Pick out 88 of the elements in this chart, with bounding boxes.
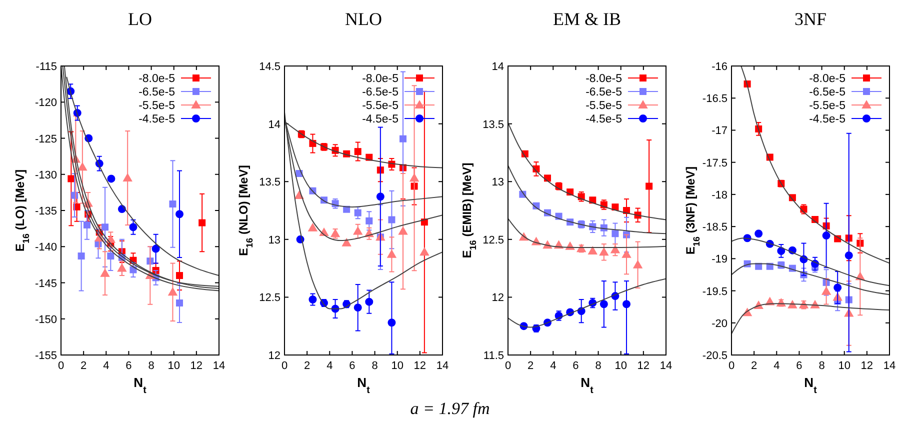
y-tick-label: -19.5 [702, 286, 728, 298]
x-tick-label: 12 [860, 360, 874, 372]
legend-label: -8.0e-5 [362, 73, 398, 85]
x-tick-label: 2 [304, 360, 310, 372]
legend-label: -5.5e-5 [362, 100, 398, 112]
x-tick-label: 4 [774, 360, 780, 372]
legend-label: -6.5e-5 [362, 86, 398, 98]
x-tick-label: 8 [148, 360, 154, 372]
y-tick-label: 13 [268, 234, 280, 246]
y-tick-label: -130 [34, 169, 57, 182]
x-tick-label: 8 [372, 360, 378, 372]
y-tick-label: 14.5 [259, 61, 280, 73]
y-tick-label: -16.5 [702, 93, 728, 106]
legend-label: -5.5e-5 [138, 100, 175, 112]
y-tick-label: 13.5 [259, 176, 280, 189]
y-tick-label: -135 [34, 206, 57, 218]
x-tick-label: 6 [126, 360, 132, 372]
y-tick-label: -115 [36, 61, 57, 73]
x-tick-label: 0 [728, 360, 735, 372]
y-tick-label: 14 [268, 118, 280, 131]
legend-label: -5.5e-5 [586, 100, 622, 112]
chart-title: NLO [345, 9, 382, 29]
y-tick-label: -140 [34, 242, 57, 254]
y-tick-label: -120 [34, 97, 57, 110]
y-tick-label: -18.5 [702, 222, 728, 234]
x-tick-label: 2 [528, 360, 534, 372]
x-tick-label: 8 [818, 360, 825, 372]
x-tick-label: 8 [595, 360, 602, 372]
legend-label: -6.5e-5 [586, 86, 622, 98]
x-tick-label: 0 [504, 360, 512, 372]
x-axis-title: N$_{t}$ [580, 375, 594, 396]
x-tick-label: 14 [436, 360, 449, 372]
x-tick-label: 14 [212, 360, 226, 372]
y-tick-label: 13 [492, 176, 504, 189]
legend-label: -4.5e-5 [138, 114, 175, 126]
x-tick-label: 14 [660, 360, 672, 372]
legend-label: -4.5e-5 [586, 114, 622, 126]
y-tick-label: -125 [34, 133, 57, 146]
x-axis-title: N$_{t}$ [804, 375, 818, 396]
legend-label: -8.0e-5 [586, 73, 622, 85]
legend-label: -6.5e-5 [809, 86, 846, 98]
legend-label: -5.5e-5 [809, 100, 846, 112]
y-tick-label: -155 [34, 350, 57, 362]
x-tick-label: 2 [80, 360, 87, 372]
legend-label: -8.0e-5 [138, 73, 175, 85]
legend-label: -6.5e-5 [138, 86, 175, 98]
x-tick-label: 10 [614, 360, 627, 372]
legend-label: -4.5e-5 [809, 114, 846, 126]
x-tick-label: 14 [883, 360, 896, 372]
y-tick-label: 12.5 [259, 292, 280, 304]
x-tick-label: 12 [414, 360, 426, 372]
y-tick-label: 12 [492, 292, 504, 304]
x-tick-label: 10 [838, 360, 850, 372]
x-tick-label: 4 [326, 360, 333, 372]
x-tick-label: 0 [58, 360, 64, 372]
y-tick-label: -19 [712, 254, 728, 266]
y-tick-label: -20 [712, 318, 728, 330]
y-tick-label: -17.5 [702, 157, 728, 170]
chart-title: EM & IB [552, 9, 622, 29]
x-tick-label: 4 [550, 360, 556, 372]
y-tick-label: 14 [492, 61, 504, 73]
y-tick-label: 12 [268, 350, 280, 362]
y-tick-label: 13.5 [482, 118, 504, 131]
x-tick-label: 6 [349, 360, 356, 372]
x-tick-label: 10 [391, 360, 404, 372]
x-tick-label: 4 [103, 360, 110, 372]
x-axis-title: N$_{t}$ [134, 375, 148, 396]
y-tick-label: -150 [34, 314, 57, 326]
legend-label: -4.5e-5 [362, 114, 398, 126]
x-tick-label: 2 [751, 360, 758, 372]
x-tick-label: 12 [637, 360, 650, 372]
legend-label: -8.0e-5 [809, 73, 846, 85]
y-tick-label: -145 [34, 278, 57, 290]
y-tick-label: -18 [712, 189, 728, 202]
text: a = 1.97 fm [410, 399, 490, 418]
y-tick-label: -20.5 [702, 350, 728, 362]
x-tick-label: 12 [190, 360, 203, 372]
chart-title: 3NF [794, 9, 827, 29]
y-tick-label: 12.5 [482, 234, 504, 246]
x-tick-label: 6 [796, 360, 802, 372]
y-tick-label: -17 [712, 125, 728, 138]
x-tick-label: 0 [281, 360, 288, 372]
y-tick-label: 11.5 [483, 350, 504, 362]
x-tick-label: 6 [572, 360, 579, 372]
x-tick-label: 10 [168, 360, 180, 372]
x-axis-title: N$_{t}$ [357, 375, 371, 396]
chart-title: LO [128, 9, 152, 29]
y-tick-label: -16 [712, 61, 728, 73]
